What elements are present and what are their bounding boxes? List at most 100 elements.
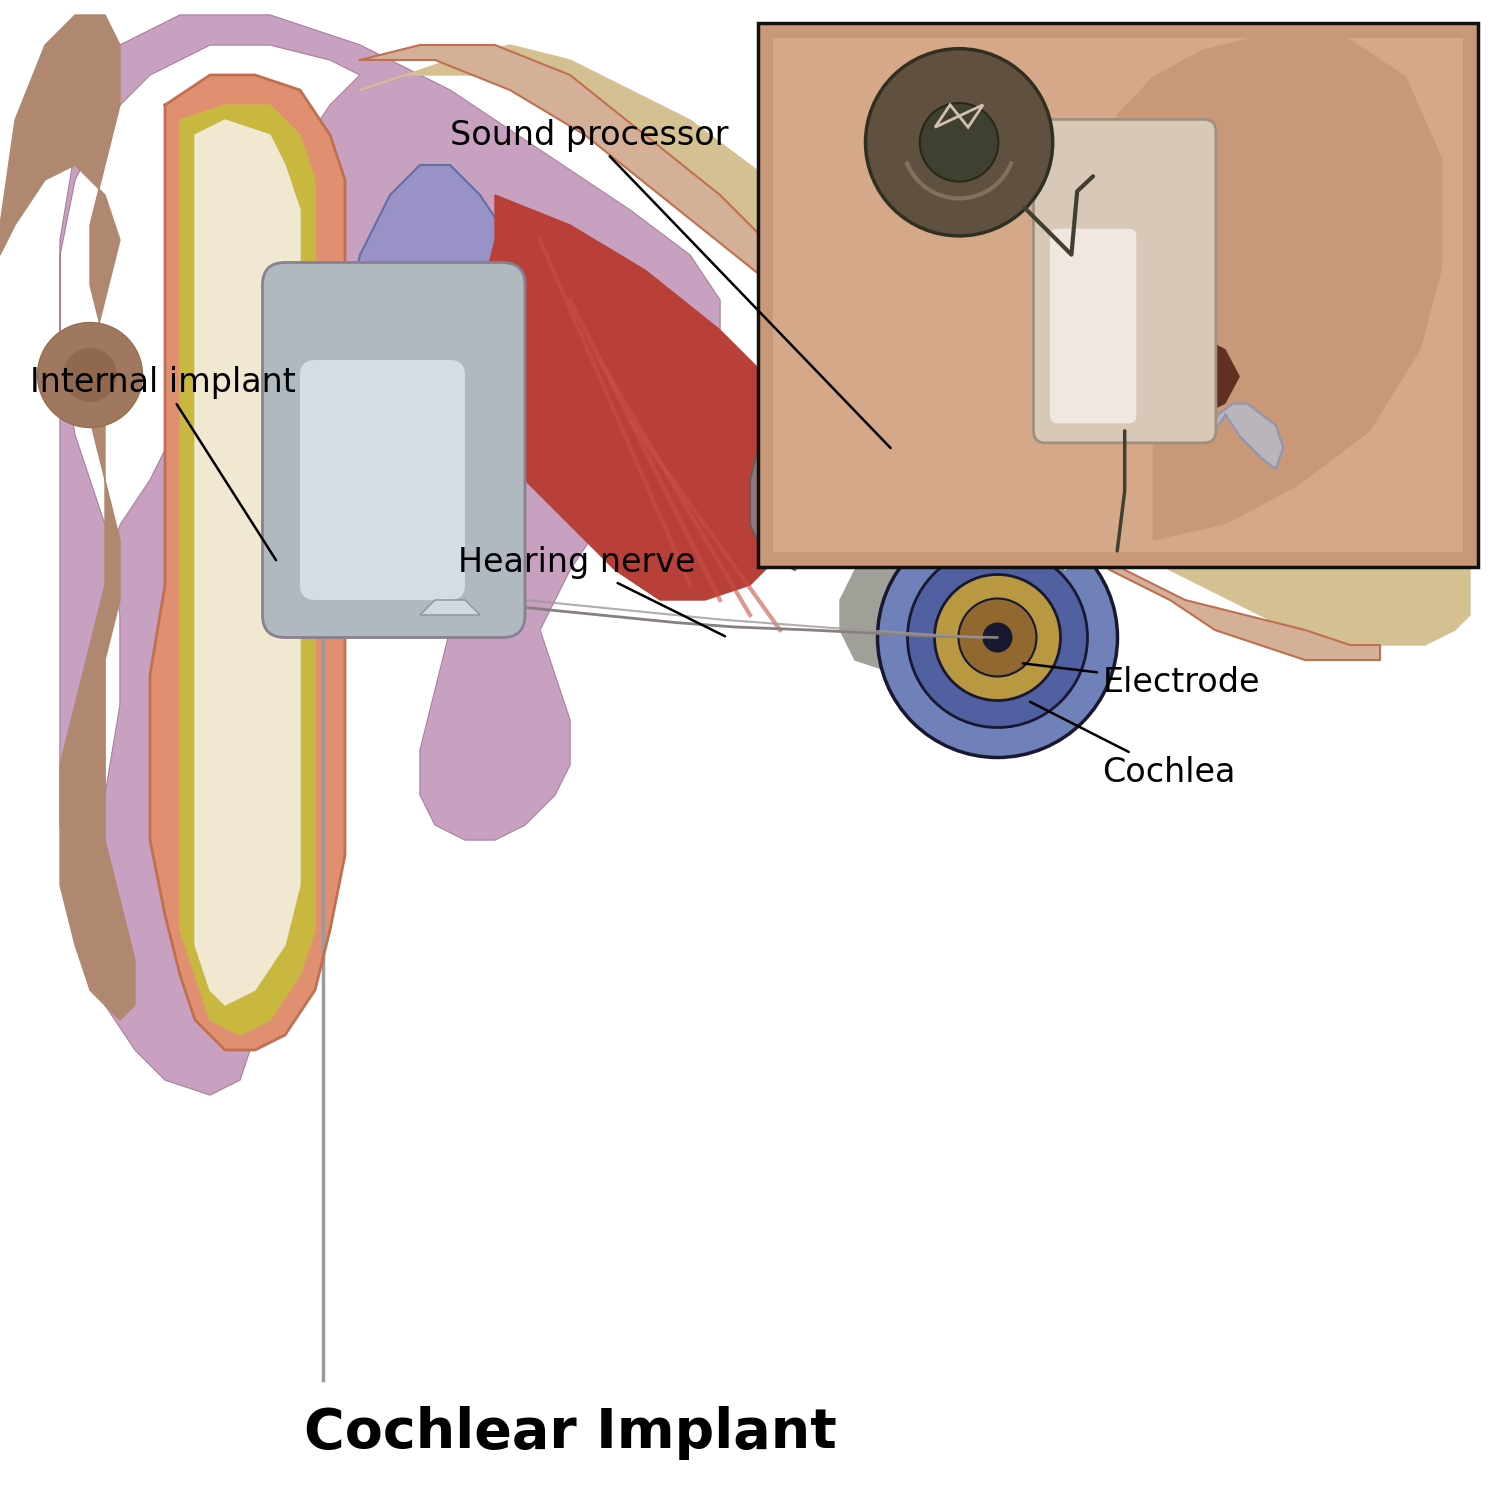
- Circle shape: [903, 399, 920, 416]
- Circle shape: [1038, 514, 1053, 529]
- Circle shape: [1402, 386, 1416, 399]
- Circle shape: [1308, 327, 1316, 333]
- Circle shape: [1366, 393, 1382, 410]
- Circle shape: [1152, 494, 1170, 512]
- Circle shape: [1132, 483, 1148, 498]
- Text: Electrode: Electrode: [1023, 663, 1260, 699]
- Polygon shape: [480, 195, 810, 600]
- Circle shape: [1374, 369, 1384, 380]
- Circle shape: [1242, 426, 1250, 433]
- Circle shape: [1047, 441, 1064, 458]
- Circle shape: [1314, 316, 1330, 333]
- Circle shape: [993, 538, 1006, 550]
- Circle shape: [891, 350, 904, 363]
- Circle shape: [1016, 519, 1025, 528]
- Polygon shape: [750, 360, 825, 570]
- Circle shape: [915, 477, 927, 490]
- Circle shape: [1041, 336, 1047, 342]
- Circle shape: [1078, 488, 1086, 495]
- Polygon shape: [345, 165, 525, 570]
- Circle shape: [891, 344, 906, 360]
- FancyBboxPatch shape: [1050, 228, 1137, 423]
- Circle shape: [862, 314, 877, 328]
- Circle shape: [876, 496, 882, 502]
- Polygon shape: [195, 120, 300, 1005]
- FancyBboxPatch shape: [1034, 120, 1217, 442]
- Polygon shape: [420, 600, 480, 615]
- Circle shape: [1266, 364, 1282, 381]
- FancyBboxPatch shape: [772, 38, 1462, 552]
- Circle shape: [1204, 528, 1212, 534]
- Circle shape: [926, 426, 938, 436]
- Circle shape: [1197, 510, 1206, 520]
- Circle shape: [1206, 298, 1222, 315]
- Circle shape: [1176, 411, 1184, 419]
- Circle shape: [1048, 328, 1059, 339]
- Circle shape: [1182, 536, 1196, 549]
- Circle shape: [896, 399, 910, 414]
- Circle shape: [1098, 392, 1116, 408]
- Circle shape: [1050, 522, 1062, 534]
- Circle shape: [942, 531, 950, 538]
- Circle shape: [1148, 483, 1155, 489]
- Circle shape: [865, 369, 871, 375]
- Circle shape: [1023, 532, 1034, 542]
- Circle shape: [1218, 484, 1233, 498]
- Circle shape: [1395, 350, 1407, 363]
- Circle shape: [865, 48, 1053, 236]
- Circle shape: [1010, 402, 1028, 418]
- Circle shape: [975, 358, 992, 375]
- Circle shape: [980, 477, 998, 495]
- Circle shape: [847, 466, 865, 484]
- Circle shape: [1270, 381, 1280, 388]
- Circle shape: [1044, 368, 1058, 381]
- Circle shape: [1334, 351, 1344, 361]
- Circle shape: [980, 362, 988, 370]
- Polygon shape: [360, 45, 1380, 660]
- Polygon shape: [1050, 345, 1365, 570]
- Circle shape: [1400, 458, 1411, 470]
- Text: Sound processor: Sound processor: [450, 118, 891, 448]
- Polygon shape: [900, 435, 1005, 525]
- Circle shape: [853, 302, 867, 315]
- Text: Cochlear Implant: Cochlear Implant: [303, 1406, 837, 1459]
- Circle shape: [1242, 436, 1258, 453]
- Circle shape: [1101, 327, 1110, 336]
- Circle shape: [1226, 390, 1233, 396]
- Circle shape: [992, 542, 1005, 555]
- Circle shape: [855, 393, 865, 404]
- Circle shape: [1366, 368, 1382, 382]
- Circle shape: [1248, 320, 1264, 336]
- Polygon shape: [1050, 345, 1365, 570]
- Polygon shape: [900, 240, 1005, 375]
- Circle shape: [63, 348, 117, 402]
- Circle shape: [879, 357, 886, 364]
- Polygon shape: [60, 15, 720, 1095]
- Circle shape: [1248, 350, 1258, 360]
- Circle shape: [1272, 321, 1282, 330]
- Circle shape: [1412, 477, 1424, 489]
- Circle shape: [1202, 522, 1209, 530]
- Circle shape: [1161, 375, 1172, 386]
- Circle shape: [1384, 447, 1390, 453]
- Polygon shape: [1210, 404, 1282, 470]
- Circle shape: [1007, 400, 1017, 411]
- Circle shape: [1298, 495, 1304, 501]
- Circle shape: [1222, 466, 1240, 484]
- Polygon shape: [1161, 339, 1240, 414]
- Circle shape: [999, 454, 1012, 468]
- Circle shape: [1026, 514, 1044, 531]
- Polygon shape: [360, 45, 1470, 645]
- Polygon shape: [1118, 33, 1442, 540]
- Circle shape: [1092, 530, 1098, 536]
- Circle shape: [994, 396, 1002, 404]
- Circle shape: [934, 574, 1060, 700]
- Circle shape: [958, 598, 1036, 676]
- Circle shape: [1334, 490, 1341, 498]
- Circle shape: [837, 520, 844, 528]
- Circle shape: [1324, 306, 1330, 312]
- Polygon shape: [840, 525, 1035, 675]
- Circle shape: [1194, 549, 1202, 556]
- Circle shape: [843, 380, 856, 393]
- Circle shape: [982, 622, 1012, 652]
